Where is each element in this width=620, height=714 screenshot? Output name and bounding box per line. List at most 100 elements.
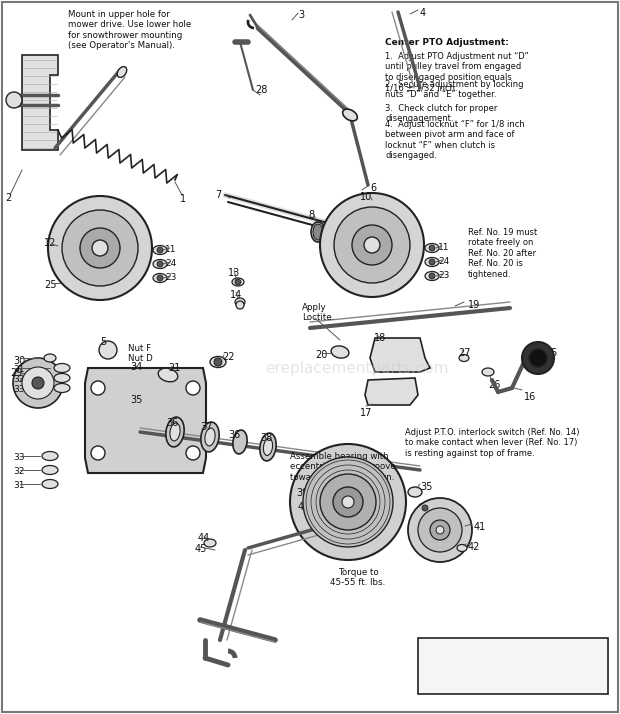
Text: 28: 28 xyxy=(255,85,267,95)
Circle shape xyxy=(235,279,241,285)
Ellipse shape xyxy=(54,383,70,393)
Circle shape xyxy=(99,341,117,359)
Text: Mount in upper hole for
mower drive. Use lower hole
for snowthrower mounting
(se: Mount in upper hole for mower drive. Use… xyxy=(68,10,191,50)
Ellipse shape xyxy=(457,545,467,551)
Ellipse shape xyxy=(158,368,178,382)
Text: 40: 40 xyxy=(430,500,442,510)
Ellipse shape xyxy=(425,243,439,253)
Ellipse shape xyxy=(54,363,70,373)
Ellipse shape xyxy=(311,222,325,242)
Circle shape xyxy=(320,474,376,530)
Circle shape xyxy=(80,228,120,268)
Text: 39: 39 xyxy=(296,488,308,498)
Text: 24: 24 xyxy=(438,257,450,266)
Text: 16: 16 xyxy=(524,392,536,402)
Text: 15: 15 xyxy=(546,348,559,358)
Text: 38: 38 xyxy=(260,433,272,443)
Circle shape xyxy=(422,505,428,511)
Text: 27: 27 xyxy=(458,348,471,358)
Text: NOTE: Unless noted otherwise,
use the standard hardware torque
specification cha: NOTE: Unless noted otherwise, use the st… xyxy=(424,643,594,673)
Circle shape xyxy=(320,193,424,297)
Text: 29: 29 xyxy=(10,368,22,378)
Circle shape xyxy=(92,240,108,256)
Circle shape xyxy=(6,92,22,108)
Circle shape xyxy=(429,259,435,265)
Polygon shape xyxy=(370,338,430,372)
Circle shape xyxy=(91,446,105,460)
Text: 37: 37 xyxy=(200,422,213,432)
Text: 11: 11 xyxy=(165,245,177,254)
Text: 2.  Secure adjustment by locking
nuts “D” and “E” together.: 2. Secure adjustment by locking nuts “D”… xyxy=(385,80,523,99)
Ellipse shape xyxy=(313,224,323,240)
Text: 7: 7 xyxy=(215,190,221,200)
Ellipse shape xyxy=(201,422,219,452)
Text: 33: 33 xyxy=(13,453,25,462)
Text: 26: 26 xyxy=(488,380,500,390)
Text: 17: 17 xyxy=(360,408,373,418)
Text: 42: 42 xyxy=(468,542,481,552)
Text: 18: 18 xyxy=(374,333,386,343)
Circle shape xyxy=(32,377,44,389)
Text: 4: 4 xyxy=(420,8,426,18)
Text: 2: 2 xyxy=(5,193,11,203)
Text: 30: 30 xyxy=(13,356,25,366)
Bar xyxy=(418,638,608,694)
Text: 5: 5 xyxy=(100,337,106,347)
Text: 41: 41 xyxy=(474,522,486,532)
Text: 43: 43 xyxy=(298,502,310,512)
Circle shape xyxy=(408,498,472,562)
Text: 25: 25 xyxy=(44,280,56,290)
Ellipse shape xyxy=(260,433,276,461)
Circle shape xyxy=(522,342,554,374)
Text: 22: 22 xyxy=(222,352,234,362)
Circle shape xyxy=(13,358,63,408)
Text: 45: 45 xyxy=(195,544,207,554)
Ellipse shape xyxy=(205,428,215,446)
Ellipse shape xyxy=(264,438,273,456)
Text: Assemble bearing with
eccentric locking groove
toward pulley as shown.: Assemble bearing with eccentric locking … xyxy=(290,452,396,482)
Circle shape xyxy=(48,196,152,300)
Circle shape xyxy=(529,349,547,367)
Text: 3.  Check clutch for proper
disengagement.: 3. Check clutch for proper disengagement… xyxy=(385,104,497,124)
Ellipse shape xyxy=(408,487,422,497)
Text: ereplacementparts.com: ereplacementparts.com xyxy=(265,361,448,376)
Text: 14: 14 xyxy=(230,290,242,300)
Polygon shape xyxy=(22,55,58,150)
Text: 1.  Adjust PTO Adjustment nut “D”
until pulley travel from engaged
to disengaged: 1. Adjust PTO Adjustment nut “D” until p… xyxy=(385,52,529,92)
Ellipse shape xyxy=(170,423,180,441)
Ellipse shape xyxy=(482,368,494,376)
Circle shape xyxy=(333,487,363,517)
Circle shape xyxy=(290,444,406,560)
Polygon shape xyxy=(365,378,418,405)
Circle shape xyxy=(186,381,200,395)
Circle shape xyxy=(342,496,354,508)
Text: 32: 32 xyxy=(13,467,24,476)
Text: 19: 19 xyxy=(468,300,481,310)
Ellipse shape xyxy=(42,466,58,475)
Text: Nut F: Nut F xyxy=(128,344,151,353)
Text: 13: 13 xyxy=(228,268,241,278)
Text: 3: 3 xyxy=(298,10,304,20)
Text: 44: 44 xyxy=(198,533,210,543)
Text: 4.  Adjust locknut “F” for 1/8 inch
between pivot arm and face of
locknut “F” wh: 4. Adjust locknut “F” for 1/8 inch betwe… xyxy=(385,120,525,160)
Ellipse shape xyxy=(210,356,226,368)
Text: 11: 11 xyxy=(438,243,450,252)
Circle shape xyxy=(236,301,244,309)
Circle shape xyxy=(430,520,450,540)
Circle shape xyxy=(91,381,105,395)
Ellipse shape xyxy=(425,271,439,281)
Circle shape xyxy=(429,245,435,251)
Text: 9: 9 xyxy=(326,220,332,230)
Circle shape xyxy=(429,273,435,279)
Text: 23: 23 xyxy=(165,273,176,282)
Ellipse shape xyxy=(204,539,216,547)
Text: 20: 20 xyxy=(315,350,327,360)
Text: 21: 21 xyxy=(168,363,180,373)
Ellipse shape xyxy=(117,66,126,77)
Ellipse shape xyxy=(153,246,167,254)
Circle shape xyxy=(364,237,380,253)
Circle shape xyxy=(303,457,393,547)
Text: 34: 34 xyxy=(130,362,142,372)
Ellipse shape xyxy=(425,258,439,266)
Circle shape xyxy=(157,275,163,281)
